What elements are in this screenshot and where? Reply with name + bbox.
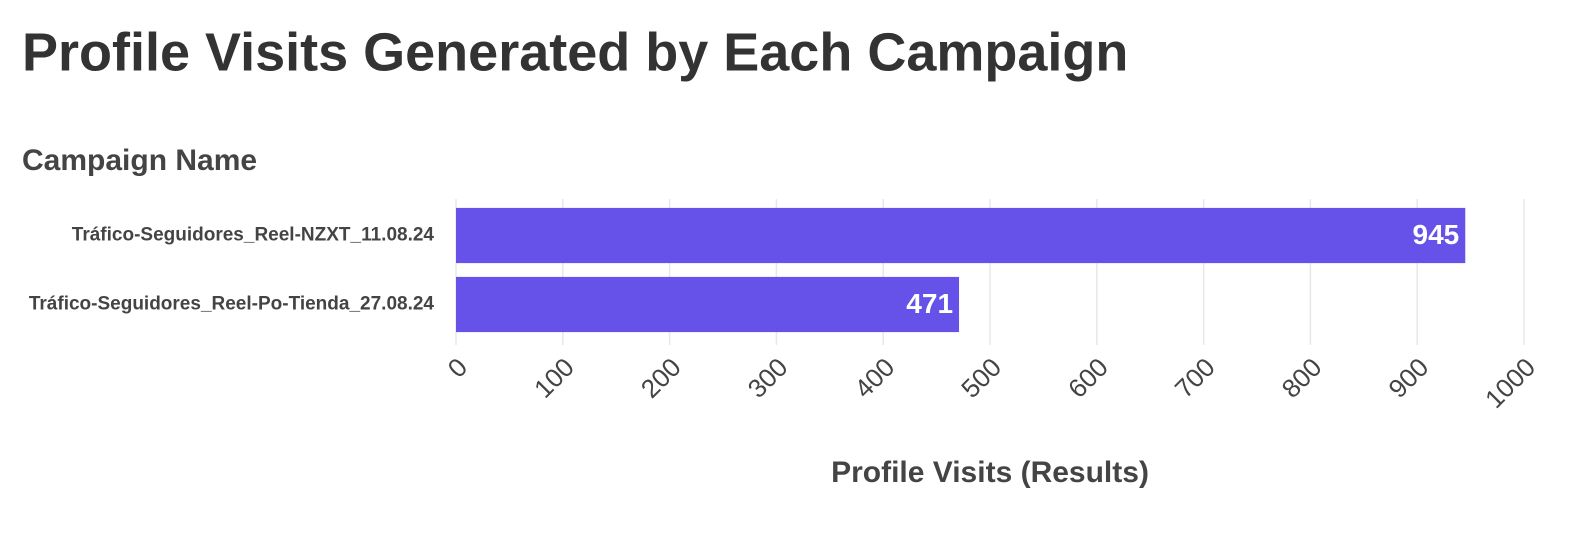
x-tick-label: 1000: [1479, 352, 1541, 414]
chart-title: Profile Visits Generated by Each Campaig…: [22, 22, 1128, 82]
bar: [456, 276, 960, 333]
y-axis-title: Campaign Name: [22, 144, 257, 177]
x-tick-label: 300: [742, 352, 794, 404]
x-tick-label: 400: [848, 352, 900, 404]
x-tick-label: 800: [1276, 352, 1328, 404]
x-tick-label: 500: [955, 352, 1007, 404]
value-label: 471: [906, 288, 953, 319]
x-tick-label: 200: [635, 352, 687, 404]
x-axis-title: Profile Visits (Results): [831, 456, 1149, 489]
x-tick-label: 100: [528, 352, 580, 404]
bar: [456, 207, 1466, 264]
x-tick-label: 700: [1169, 352, 1221, 404]
y-tick-label: Tráfico-Seguidores_Reel-Po-Tienda_27.08.…: [29, 294, 435, 315]
x-tick-label: 600: [1062, 352, 1114, 404]
x-tick-label: 0: [442, 352, 473, 383]
x-tick-label: 900: [1382, 352, 1434, 404]
y-tick-label: Tráfico-Seguidores_Reel-NZXT_11.08.24: [72, 225, 435, 246]
value-label: 945: [1413, 219, 1460, 250]
